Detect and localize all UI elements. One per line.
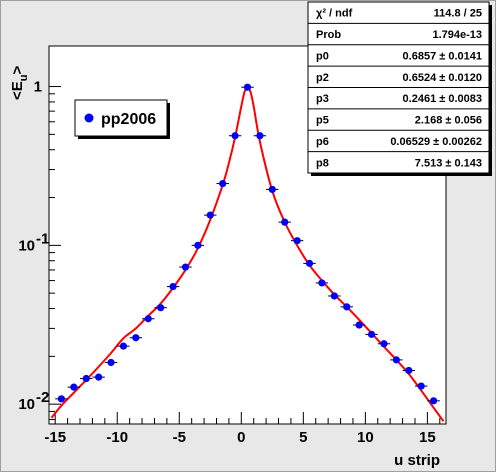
data-point (194, 241, 202, 249)
data-point (256, 132, 264, 140)
y-tick-label: 10 (18, 237, 35, 254)
x-tick-label: 15 (419, 429, 436, 446)
data-point (119, 342, 128, 350)
x-tick-label: 5 (299, 429, 307, 446)
data-point (243, 83, 252, 91)
stats-row-value: 1.794e-13 (432, 29, 482, 41)
data-point (219, 179, 227, 188)
data-point (157, 304, 165, 312)
x-tick-label: -15 (44, 429, 66, 446)
y-tick-label: 10 (18, 396, 35, 413)
data-point (231, 132, 239, 140)
data-points-group (55, 83, 440, 405)
legend-marker (84, 113, 94, 123)
stats-rows: χ² / ndf 114.8 / 25 Prob 1.794e-13 p0 0.6857 … (308, 8, 489, 169)
stats-row-label: χ² / ndf (316, 8, 353, 20)
data-point (367, 330, 376, 338)
legend-shadow-right (167, 103, 170, 139)
data-point (429, 397, 438, 405)
x-tick-label: 0 (237, 429, 245, 446)
y-tick-exponent: -1 (36, 230, 49, 247)
stats-row-value: 7.513 ± 0.143 (415, 157, 482, 169)
data-point (330, 292, 338, 300)
stats-row-label: p5 (316, 115, 329, 127)
stats-row-label: p6 (316, 136, 329, 148)
stats-row-value: 2.168 ± 0.056 (415, 115, 482, 127)
y-axis-title: <Eu> (9, 66, 30, 101)
stats-shadow-right (489, 5, 492, 176)
data-point (206, 211, 214, 219)
data-point (392, 356, 400, 364)
stats-row-value: 0.6857 ± 0.0141 (403, 50, 482, 62)
data-point (144, 315, 152, 323)
data-point (281, 218, 289, 226)
data-point (57, 395, 66, 403)
stats-row-label: p2 (316, 72, 329, 84)
x-tick-label: -10 (106, 429, 128, 446)
fit-stats-box: χ² / ndf 114.8 / 25 Prob 1.794e-13 p0 0.6857 … (307, 1, 492, 176)
legend: pp2006 (74, 99, 170, 139)
data-point (181, 263, 190, 271)
data-point (417, 382, 425, 390)
data-point (355, 321, 363, 329)
stats-row-value: 114.8 / 25 (434, 8, 482, 20)
legend-shadow-bottom (78, 136, 170, 139)
data-point (318, 279, 326, 287)
y-tick-label: 1 (34, 79, 42, 96)
data-point (82, 374, 90, 383)
data-point (95, 373, 103, 381)
stats-row-value: 0.06529 ± 0.00262 (390, 136, 482, 148)
data-point (132, 334, 140, 342)
x-tick-label: -5 (173, 429, 186, 446)
axis-ticks (49, 86, 441, 424)
data-point (268, 185, 276, 194)
data-point (70, 383, 78, 391)
stats-row-label: p8 (316, 157, 329, 169)
data-point (343, 303, 351, 311)
data-point (305, 259, 314, 267)
data-point (107, 358, 115, 367)
stats-row-label: Prob (316, 29, 341, 41)
stats-row-value: 0.6524 ± 0.0120 (403, 72, 482, 84)
data-point (405, 366, 413, 375)
stats-row-label: p3 (316, 93, 329, 105)
x-tick-label: 10 (357, 429, 374, 446)
data-point (169, 282, 177, 291)
stats-row-label: p0 (316, 50, 329, 62)
data-point (380, 340, 388, 348)
data-point (293, 237, 301, 245)
legend-entry-label: pp2006 (101, 111, 156, 128)
y-tick-exponent: -2 (36, 389, 49, 406)
stats-row-value: 0.2461 ± 0.0083 (403, 93, 482, 105)
stats-shadow-bottom (311, 173, 492, 176)
x-axis-title: u strip (394, 452, 440, 469)
